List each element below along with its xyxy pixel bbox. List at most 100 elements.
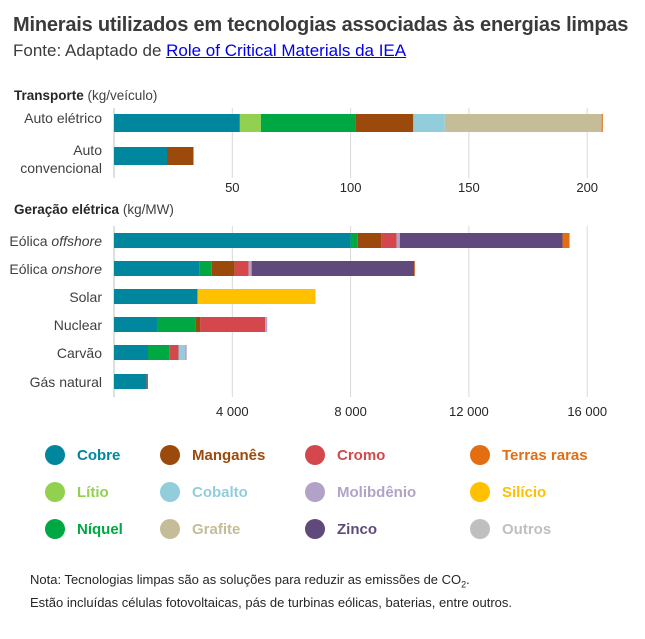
footnote-line-2: Estão incluídas células fotovoltaicas, p…: [30, 594, 512, 610]
category-label: Eólica offshore: [9, 233, 102, 249]
bar-segment-eolica-onshore-terras-raras: [414, 261, 416, 276]
bar-segment-carvao-molibdenio: [184, 345, 187, 360]
legend-item-outros: Outros: [470, 519, 551, 539]
legend-item-cobalto: Cobalto: [160, 482, 248, 502]
category-label: Auto: [73, 142, 102, 158]
legend-item-litio: Lítio: [45, 482, 109, 502]
legend-label: Manganês: [192, 446, 266, 464]
bar-segment-auto-eletrico-grafite: [444, 114, 602, 132]
bar-segment-eolica-offshore-molibdenio: [396, 233, 400, 248]
bar-segment-eolica-offshore-terras-raras: [562, 233, 570, 248]
bar-segment-nuclear-molibdenio: [265, 317, 268, 332]
legend-label: Silício: [502, 483, 547, 501]
generation-tick-label: 4 000: [216, 404, 249, 419]
legend-dot-icon: [305, 519, 325, 539]
generation-title: Geração elétrica: [14, 202, 120, 217]
legend-item-terras-raras: Terras raras: [470, 445, 588, 465]
bar-segment-eolica-onshore-cobre: [114, 261, 200, 276]
bar-segment-nuclear-manganes: [195, 317, 201, 332]
bar-segment-eolica-offshore-cromo: [381, 233, 397, 248]
transport-tick-label: 200: [576, 180, 598, 195]
bar-segment-carvao-cobalto: [178, 345, 185, 360]
bar-segment-carvao-niquel: [148, 345, 170, 360]
generation-unit: (kg/MW): [122, 202, 174, 217]
legend-item-zinco: Zinco: [305, 519, 377, 539]
chart-title: Minerais utilizados em tecnologias assoc…: [13, 14, 629, 36]
stacked-bar-chart: 50 100 150 200 Auto elétrico Auto convencional…: [9, 108, 607, 419]
category-label: Solar: [69, 289, 102, 305]
bar-segment-eolica-onshore-niquel: [199, 261, 212, 276]
bar-segment-eolica-offshore-zinco: [399, 233, 563, 248]
source-prefix: Fonte: Adaptado de: [13, 41, 167, 60]
source-link[interactable]: Role of Critical Materials da IEA: [166, 41, 407, 60]
bar-segment-eolica-offshore-niquel: [350, 233, 358, 248]
legend-label: Cobalto: [192, 483, 248, 501]
legend-label: Cromo: [337, 446, 386, 464]
bar-segment-gas-natural-cobre: [114, 374, 147, 389]
generation-tick-label: 16 000: [567, 404, 607, 419]
legend-item-molibdenio: Molibdênio: [305, 482, 416, 502]
legend-item-cobre: Cobre: [45, 445, 120, 465]
category-label: Gás natural: [30, 374, 102, 390]
footnote-line-1: Nota: Tecnologias limpas são as soluções…: [30, 572, 470, 590]
category-label: Carvão: [57, 345, 102, 361]
transport-title: Transporte: [14, 88, 84, 103]
bar-segment-nuclear-niquel: [157, 317, 196, 332]
generation-section-title: Geração elétrica (kg/MW): [14, 202, 174, 217]
legend-item-silicio: Silício: [470, 482, 546, 502]
legend-dot-icon: [305, 445, 325, 465]
category-label: convencional: [20, 160, 102, 176]
legend-label: Terras raras: [502, 446, 588, 464]
source-line: Fonte: Adaptado de Role of Critical Mate…: [13, 41, 406, 61]
bar-segment-eolica-onshore-manganes: [211, 261, 235, 276]
legend-dot-icon: [305, 482, 325, 502]
bar-segment-solar-cobre: [114, 289, 198, 304]
legend-label: Cobre: [77, 446, 121, 464]
bar-segment-eolica-offshore-manganes: [357, 233, 382, 248]
legend-dot-icon: [45, 519, 65, 539]
bar-segment-auto-eletrico-terras-raras: [601, 114, 603, 132]
bar-segment-gas-natural-cromo: [146, 374, 149, 389]
legend-dot-icon: [160, 445, 180, 465]
legend-item-cromo: Cromo: [305, 445, 385, 465]
bar-segment-carvao-cobre: [114, 345, 149, 360]
bar-segment-carvao-cromo: [169, 345, 179, 360]
bar-segment-auto-eletrico-niquel: [260, 114, 356, 132]
bar-segment-auto-eletrico-cobalto: [413, 114, 445, 132]
legend-dot-icon: [470, 519, 490, 539]
legend-dot-icon: [160, 482, 180, 502]
bar-segment-auto-convencional-manganes: [166, 147, 194, 165]
bar-segment-eolica-offshore-cobre: [114, 233, 351, 248]
bar-segment-eolica-onshore-cromo: [234, 261, 249, 276]
legend-label: Níquel: [77, 520, 123, 538]
bar-segment-eolica-onshore-molibdenio: [248, 261, 252, 276]
bar-segment-auto-eletrico-cobre: [114, 114, 240, 132]
legend-label: Grafite: [192, 520, 241, 538]
generation-tick-label: 8 000: [334, 404, 367, 419]
bar-segment-nuclear-cobre: [114, 317, 158, 332]
legend-label: Molibdênio: [337, 483, 417, 501]
legend-dot-icon: [160, 519, 180, 539]
transport-tick-label: 100: [340, 180, 362, 195]
transport-tick-label: 50: [225, 180, 239, 195]
legend-item-grafite: Grafite: [160, 519, 240, 539]
category-label: Eólica onshore: [9, 261, 102, 277]
legend-item-niquel: Níquel: [45, 519, 123, 539]
generation-tick-label: 12 000: [449, 404, 489, 419]
legend-label: Zinco: [337, 520, 377, 538]
legend-dot-icon: [45, 445, 65, 465]
bar-segment-auto-convencional-cobre: [114, 147, 167, 165]
transport-tick-label: 150: [458, 180, 480, 195]
bar-segment-auto-eletrico-litio: [239, 114, 261, 132]
legend-dot-icon: [470, 445, 490, 465]
bar-segment-eolica-onshore-zinco: [251, 261, 415, 276]
footnote: Nota: Tecnologias limpas são as soluções…: [30, 571, 512, 612]
legend-label: Lítio: [77, 483, 109, 501]
legend-dot-icon: [470, 482, 490, 502]
bar-segment-auto-eletrico-manganes: [355, 114, 414, 132]
bar-segment-solar-silicio: [197, 289, 316, 304]
legend-dot-icon: [45, 482, 65, 502]
legend-label: Outros: [502, 520, 552, 538]
transport-section-title: Transporte (kg/veículo): [14, 88, 157, 103]
bar-segment-nuclear-cromo: [200, 317, 266, 332]
